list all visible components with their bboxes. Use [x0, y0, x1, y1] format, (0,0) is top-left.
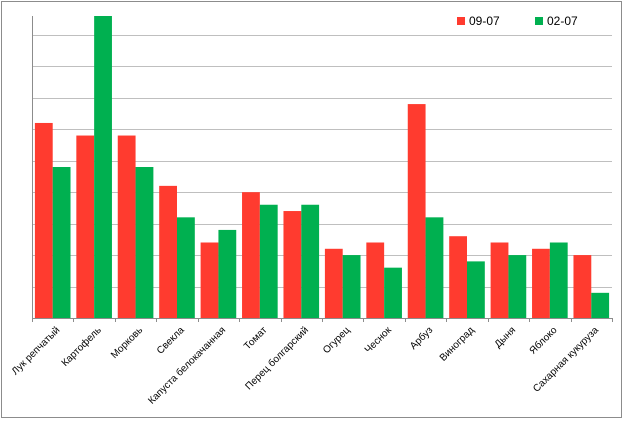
bar-09-07-8 — [366, 242, 385, 318]
x-tick-label: Свекла — [155, 325, 187, 357]
bar-02-07-13 — [591, 292, 610, 318]
bar-02-07-3 — [177, 217, 195, 318]
bar-09-07-5 — [242, 192, 260, 318]
bar-02-07-6 — [301, 204, 320, 318]
bar-02-07-0 — [52, 167, 71, 318]
bar-09-07-9 — [407, 104, 426, 318]
bar-02-07-1 — [94, 16, 112, 318]
legend-label-02-07: 02-07 — [547, 14, 578, 28]
legend: 09-07 02-07 — [457, 14, 578, 28]
legend-swatch-02-07 — [535, 17, 543, 25]
bar-09-07-10 — [449, 236, 467, 318]
x-tick-label: Виноград — [438, 325, 477, 364]
bar-02-07-7 — [342, 255, 361, 318]
legend-label-09-07: 09-07 — [469, 14, 500, 28]
bar-09-07-2 — [117, 135, 136, 318]
bar-09-07-1 — [76, 135, 95, 318]
bar-09-07-13 — [573, 255, 592, 318]
bar-02-07-10 — [467, 261, 485, 319]
bar-02-07-11 — [508, 255, 527, 318]
bar-09-07-0 — [34, 122, 53, 319]
x-tick-label: Лук репчатый — [10, 325, 63, 378]
bar-09-07-12 — [532, 248, 550, 318]
bar-09-07-4 — [200, 242, 219, 318]
bar-02-07-8 — [384, 267, 402, 318]
x-tick-label: Капуста белокачанная — [146, 324, 228, 406]
x-tick-label: Арбуз — [407, 324, 435, 352]
x-tick-label: Морковь — [109, 325, 145, 361]
bar-09-07-7 — [324, 248, 343, 318]
bar-02-07-5 — [259, 204, 278, 318]
bar-02-07-9 — [425, 217, 444, 318]
bar-02-07-4 — [218, 229, 237, 318]
bar-02-07-2 — [135, 167, 154, 318]
x-tick-label: Картофель — [59, 324, 104, 369]
x-tick-label: Огурец — [321, 325, 352, 356]
x-tick-label: Дыня — [493, 325, 518, 350]
bar-02-07-12 — [549, 242, 568, 318]
axes — [32, 16, 613, 322]
x-tick-label: Яблоко — [527, 324, 560, 357]
x-tick-label: Томат — [242, 325, 270, 353]
bar-09-07-3 — [159, 185, 177, 318]
legend-swatch-09-07 — [457, 17, 465, 25]
bar-09-07-11 — [490, 242, 509, 318]
x-tick-label: Чеснок — [363, 324, 394, 355]
bar-09-07-6 — [283, 211, 302, 318]
bars — [34, 16, 610, 319]
